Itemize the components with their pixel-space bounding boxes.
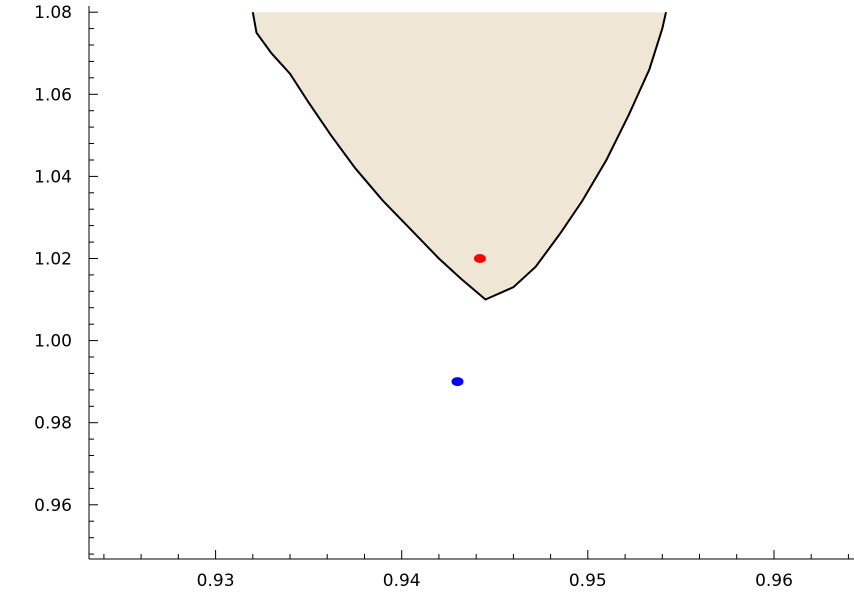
data-point-0 — [473, 254, 486, 263]
x-tick-label: 0.96 — [755, 571, 793, 591]
y-axis-ticks: 0.96 0.98 1.00 1.02 1.04 1.06 1.08 — [34, 3, 98, 555]
y-tick-label: 1.06 — [34, 85, 72, 105]
x-tick-label: 0.94 — [383, 571, 421, 591]
y-tick-label: 1.08 — [34, 3, 72, 23]
x-tick-label: 0.95 — [569, 571, 607, 591]
x-axis-ticks: 0.93 0.94 0.95 0.96 — [103, 550, 849, 591]
y-tick-label: 0.96 — [34, 496, 72, 516]
data-point-1 — [451, 377, 464, 387]
region-boundary — [251, 11, 667, 301]
y-tick-label: 0.98 — [34, 414, 72, 434]
y-tick-label: 1.04 — [34, 167, 72, 187]
feasible-region — [252, 12, 667, 300]
y-tick-label: 1.02 — [34, 250, 72, 270]
feasible-region-layer — [251, 11, 667, 301]
x-tick-label: 0.93 — [197, 571, 235, 591]
points-layer — [451, 254, 486, 387]
y-tick-label: 1.00 — [34, 332, 72, 352]
